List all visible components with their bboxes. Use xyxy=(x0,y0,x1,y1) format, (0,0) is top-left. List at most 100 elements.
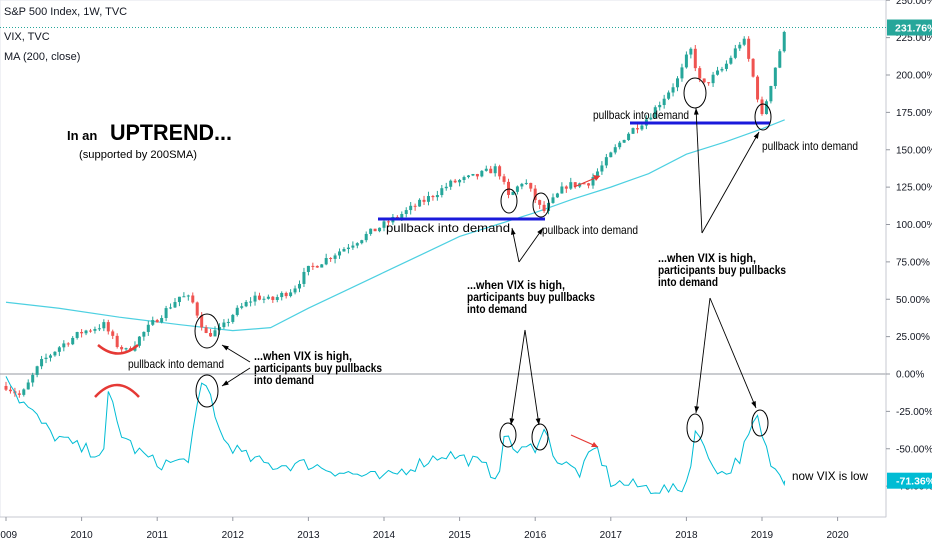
candle-body xyxy=(84,330,88,334)
annotation-arrow xyxy=(524,329,540,426)
candle-body xyxy=(756,76,760,100)
candle-body xyxy=(31,374,35,383)
candle-body xyxy=(169,307,173,309)
candle-body xyxy=(306,265,310,272)
candle-body xyxy=(498,166,502,177)
x-tick-label: 2012 xyxy=(222,530,245,541)
candle-body xyxy=(222,322,226,328)
candle-body xyxy=(502,176,506,182)
candle-body xyxy=(707,82,711,84)
candle-body xyxy=(426,196,430,202)
annotation-arrowhead xyxy=(537,228,543,235)
candle-body xyxy=(693,48,697,69)
candle-body xyxy=(635,128,639,130)
candle-body xyxy=(378,227,382,232)
candle-body xyxy=(111,331,115,336)
candle-body xyxy=(782,31,786,52)
candle-body xyxy=(475,173,479,177)
candle-body xyxy=(66,343,70,345)
annotation-arrowhead xyxy=(753,132,759,139)
candle-body xyxy=(244,301,248,307)
candle-body xyxy=(729,57,733,64)
candle-body xyxy=(564,186,568,189)
candle-body xyxy=(671,87,675,93)
candle-body xyxy=(422,199,426,202)
candle-body xyxy=(48,355,52,358)
candle-body xyxy=(716,70,720,75)
x-tick-label: 2010 xyxy=(70,530,93,541)
candle-body xyxy=(235,307,239,315)
candle-body xyxy=(649,117,653,120)
candle-body xyxy=(231,314,235,322)
annotation-arrowhead xyxy=(510,228,516,235)
candle-body xyxy=(778,51,782,68)
annotation-arrowhead xyxy=(222,345,229,351)
annotation-arrowhead xyxy=(693,108,699,115)
label-pullback-2017: pullback into demand xyxy=(593,108,689,122)
candle-body xyxy=(146,324,150,332)
candle-body xyxy=(640,125,644,130)
candle-body xyxy=(249,301,253,303)
x-tick-label: 2013 xyxy=(297,530,320,541)
candle-body xyxy=(284,292,288,297)
candle-body xyxy=(431,196,435,198)
y-tick-label: 0.00% xyxy=(896,370,924,381)
candle-body xyxy=(177,296,181,303)
candle-body xyxy=(466,175,470,178)
annotation-arrowhead xyxy=(694,406,700,413)
candle-body xyxy=(369,228,373,234)
candle-body xyxy=(253,295,257,302)
candle-body xyxy=(560,186,564,194)
red-arrowhead-vix xyxy=(591,442,598,447)
candle-body xyxy=(689,48,693,55)
highlight-circle xyxy=(686,413,704,443)
candle-body xyxy=(22,389,26,395)
candle-body xyxy=(533,188,537,201)
candle-body xyxy=(684,54,688,68)
candle-body xyxy=(520,183,524,187)
vix-note-2011-line1: ...when VIX is high, xyxy=(254,349,352,363)
candle-body xyxy=(373,228,377,232)
candle-body xyxy=(622,139,626,143)
candle-body xyxy=(4,385,8,390)
candle-body xyxy=(524,182,528,184)
y-tick-label: 50.00% xyxy=(896,295,930,306)
vix-line xyxy=(5,376,786,495)
legend-vix: VIX, TVC xyxy=(4,31,50,43)
candle-body xyxy=(680,67,684,79)
candle-body xyxy=(338,251,342,256)
candle-body xyxy=(386,221,390,223)
candle-body xyxy=(351,245,355,248)
candle-body xyxy=(698,68,702,79)
highlight-circle xyxy=(754,103,772,131)
candle-body xyxy=(262,298,266,300)
candle-body xyxy=(266,296,270,299)
candle-body xyxy=(151,320,155,325)
candle-body xyxy=(315,265,319,268)
candle-body xyxy=(444,186,448,189)
y-tick-label: 100.00% xyxy=(896,220,932,231)
annotation-arrow xyxy=(510,329,526,426)
candle-body xyxy=(609,152,613,158)
y-tick-label: 150.00% xyxy=(896,145,932,156)
candle-body xyxy=(124,348,128,350)
vix-note-2015-line3: into demand xyxy=(467,302,527,316)
candle-body xyxy=(507,181,511,195)
candle-body xyxy=(342,249,346,252)
candle-body xyxy=(320,264,324,268)
candle-body xyxy=(191,295,195,303)
x-tick-label: 2011 xyxy=(146,530,168,541)
red-arc-price xyxy=(97,344,139,355)
label-now-vix-low: now VIX is low xyxy=(792,469,868,483)
candle-body xyxy=(186,295,190,297)
candle-body xyxy=(57,347,61,352)
candle-body xyxy=(102,322,106,329)
candle-body xyxy=(627,133,631,140)
last-price-label-bg xyxy=(887,19,932,36)
candle-body xyxy=(471,173,475,176)
candle-body xyxy=(404,210,408,214)
candle-body xyxy=(751,58,755,77)
candle-body xyxy=(413,205,417,207)
annotation-arrowhead xyxy=(509,418,515,425)
candle-body xyxy=(329,258,333,260)
